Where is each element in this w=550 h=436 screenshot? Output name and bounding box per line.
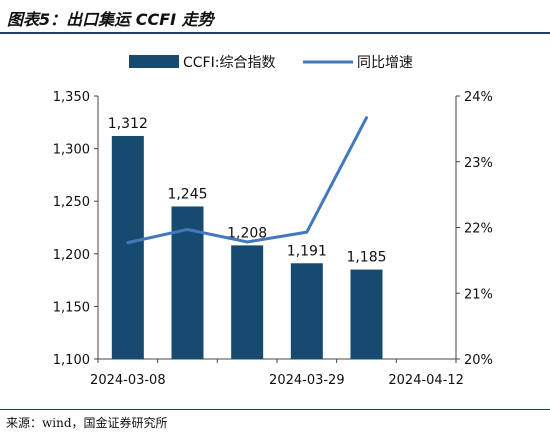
bar-value-label: 1,208	[227, 225, 267, 241]
y-left-tick-label: 1,350	[53, 90, 90, 105]
y-right-tick-label: 23%	[464, 156, 493, 171]
y-right-tick-label: 20%	[464, 353, 493, 368]
bar-value-label: 1,312	[108, 116, 148, 132]
bar-value-label: 1,185	[346, 250, 386, 266]
line-yoy-growth	[126, 116, 368, 245]
bar-ccfi	[290, 263, 323, 359]
y-left-tick-label: 1,250	[53, 195, 90, 210]
x-tick-label: 2024-03-08	[90, 373, 166, 388]
footer-rule	[0, 409, 550, 410]
y-right-tick-label: 21%	[464, 287, 493, 302]
legend-label-line: 同比增速	[357, 55, 413, 71]
y-left-tick-label: 1,150	[53, 300, 90, 315]
bar-value-label: 1,191	[287, 243, 327, 259]
figure-title: 图表5：出口集运 CCFI 走势	[7, 10, 214, 29]
y-left-tick-label: 1,200	[53, 248, 90, 263]
x-tick-label: 2024-03-29	[269, 373, 345, 388]
bar-value-label: 1,245	[167, 186, 207, 202]
y-left-tick-label: 1,100	[53, 353, 90, 368]
figure-header: 图表5：出口集运 CCFI 走势	[0, 0, 550, 34]
bar-ccfi	[111, 135, 144, 359]
bar-ccfi	[231, 245, 264, 359]
y-left-tick-label: 1,300	[53, 143, 90, 158]
bar-ccfi	[350, 269, 383, 359]
y-right-tick-label: 22%	[464, 222, 493, 237]
chart: 1,100 1,150 1,200 1,250 1,300 1,350 20% 21% 22% 2…	[53, 55, 493, 388]
x-tick-label: 2024-04-12	[388, 373, 464, 388]
header-rule	[0, 32, 550, 34]
legend-label-bar: CCFI:综合指数	[183, 55, 275, 71]
y-right-tick-label: 24%	[464, 90, 493, 105]
legend-swatch-bar	[129, 55, 179, 68]
source-note: 来源：wind，国金证券研究所	[6, 416, 168, 430]
